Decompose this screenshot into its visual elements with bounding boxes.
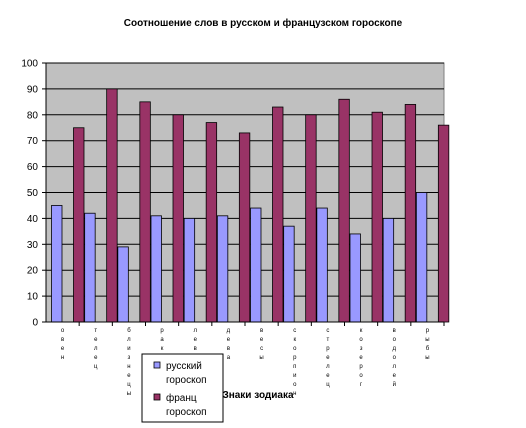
legend-label: русский гороскоп bbox=[166, 361, 207, 386]
bar-russian-5 bbox=[183, 217, 196, 323]
bar-russian-7 bbox=[250, 207, 262, 323]
bar-french-7 bbox=[272, 106, 284, 323]
y-tick-label: 20 bbox=[27, 266, 39, 277]
bars bbox=[51, 88, 450, 323]
bar-french-2 bbox=[106, 88, 118, 323]
bar-french-9 bbox=[338, 98, 350, 323]
bar-russian-3 bbox=[117, 246, 129, 323]
y-axis: 0 10 20 30 40 50 60 70 80 90 100 bbox=[21, 59, 47, 329]
bar-russian-12 bbox=[415, 192, 428, 323]
legend: русский гороскоп франц гороскоп bbox=[141, 353, 224, 423]
x-axis: о в е н т е л е ц б л и з н е ц ы р а к л е в д е в а в е с ы с к о р п и о н с… bbox=[46, 321, 445, 397]
legend-swatch bbox=[153, 361, 161, 369]
chart-title: Соотношение слов в русском и французском… bbox=[124, 17, 403, 29]
bar-russian-4 bbox=[150, 215, 162, 323]
bar-russian-11 bbox=[382, 217, 395, 323]
bar-russian-1 bbox=[51, 205, 63, 323]
y-tick-label: 10 bbox=[27, 292, 39, 303]
legend-label: франц гороскоп bbox=[166, 392, 207, 418]
legend-box bbox=[141, 353, 224, 423]
y-tick-label: 40 bbox=[27, 214, 39, 225]
y-tick-label: 60 bbox=[27, 162, 39, 173]
y-tick-label: 50 bbox=[27, 188, 39, 199]
y-tick-label: 80 bbox=[27, 110, 39, 121]
y-tick-label: 100 bbox=[21, 59, 38, 70]
bar-french-11 bbox=[404, 104, 417, 323]
bar-french-5 bbox=[205, 122, 218, 323]
legend-swatch bbox=[153, 393, 161, 401]
bar-russian-10 bbox=[349, 233, 361, 323]
bar-russian-8 bbox=[283, 225, 295, 323]
bar-french-10 bbox=[371, 111, 383, 323]
y-tick-label: 70 bbox=[27, 136, 39, 147]
bar-russian-6 bbox=[216, 215, 229, 323]
bar-french-6 bbox=[238, 132, 251, 323]
y-tick-label: 0 bbox=[32, 318, 38, 329]
bar-french-8 bbox=[305, 114, 317, 323]
y-tick-label: 30 bbox=[27, 240, 39, 251]
bar-russian-9 bbox=[316, 207, 328, 323]
bar-french-12 bbox=[437, 124, 450, 323]
y-tick-label: 90 bbox=[27, 84, 39, 95]
bar-french-3 bbox=[139, 101, 151, 323]
bar-french-1 bbox=[73, 127, 85, 323]
x-axis-label: Знаки зодиака bbox=[222, 390, 294, 401]
bar-russian-2 bbox=[84, 212, 96, 323]
bar-french-4 bbox=[172, 114, 184, 323]
